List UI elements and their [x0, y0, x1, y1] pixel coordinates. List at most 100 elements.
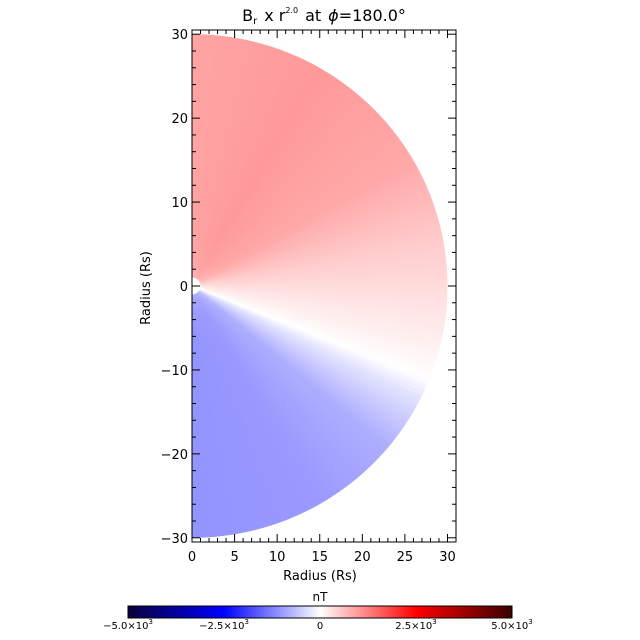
field-wedge [192, 35, 224, 287]
field-wedge [192, 147, 409, 286]
field-wedge [192, 123, 391, 286]
field-wedge [192, 71, 332, 286]
title-subscript: r [253, 16, 258, 27]
colorbar-tick-label: −5.0×103 [103, 618, 153, 632]
field-wedge [192, 286, 445, 330]
field-wedge [192, 36, 232, 287]
field-wedge [192, 286, 386, 455]
y-tick-label: 20 [171, 112, 188, 127]
y-axis: −30 −20 −10 0 10 20 30 [161, 28, 456, 547]
field-wedge [192, 286, 347, 490]
x-tick-label: 0 [188, 550, 196, 565]
field-wedge [192, 61, 312, 286]
field-wedge [192, 286, 434, 373]
field-wedge [192, 286, 321, 507]
field-wedge [192, 38, 246, 286]
field-wedge [192, 286, 448, 295]
field-wedge [192, 286, 442, 347]
field-wedge [192, 286, 329, 502]
field-wedge [192, 129, 397, 286]
field-wedge [192, 286, 419, 409]
field-wedge [192, 286, 351, 488]
y-tick-label: 10 [171, 196, 188, 211]
field-wedge [192, 286, 444, 339]
field-wedge [192, 116, 385, 287]
field-wedge [192, 286, 410, 424]
field-wedge [192, 286, 414, 416]
chart-title: Br x r2.0 at ϕ=180.0° [242, 6, 406, 27]
field-wedge [192, 35, 219, 286]
field-wedge [192, 286, 405, 431]
field-wedge [192, 34, 215, 287]
field-wedge [192, 136, 402, 286]
field-wedge [192, 286, 340, 495]
field-wedge [192, 86, 353, 286]
field-wedge [192, 286, 423, 401]
field-wedge [192, 286, 407, 427]
field-wedge [192, 286, 428, 389]
field-wedge [192, 55, 300, 287]
y-tick-label: −30 [161, 532, 188, 547]
colorbar [127, 605, 513, 619]
field-wedge [192, 286, 374, 468]
field-wedge [192, 286, 448, 304]
field-wedge [192, 74, 335, 286]
colorbar-tick-label: 2.5×103 [395, 618, 436, 632]
field-wedge [192, 95, 363, 286]
field-wedge [192, 286, 395, 445]
field-wedge [192, 34, 197, 286]
field-wedge [192, 89, 357, 286]
title-mid: x r [264, 6, 286, 25]
y-axis-label: Radius (Rs) [139, 251, 154, 325]
field-wedge [192, 151, 411, 286]
field-wedge [192, 57, 304, 286]
field-wedge [192, 286, 438, 360]
field-wedge [192, 50, 288, 287]
field-wedge [192, 286, 364, 477]
x-tick-label: 15 [311, 550, 328, 565]
field-wedge [192, 158, 416, 286]
field-wedge [192, 41, 259, 286]
field-wedge [192, 76, 339, 286]
field-wedge [192, 81, 346, 286]
field-wedge [192, 286, 325, 505]
field-wedge [192, 286, 443, 343]
field-wedge [192, 42, 263, 286]
x-tick-label: 20 [354, 550, 371, 565]
field-wedge [192, 286, 389, 452]
title-phi-symbol: ϕ [328, 6, 339, 25]
field-wedge [192, 286, 344, 493]
field-wedge [192, 286, 380, 461]
field-wedge [192, 286, 440, 356]
field-wedge [192, 286, 412, 420]
field-wedge [192, 92, 360, 287]
field-wedge [192, 286, 447, 313]
field-wedge [192, 155, 414, 286]
field-wedge [192, 286, 446, 326]
field-wedge [192, 44, 271, 286]
field-wedge [192, 286, 444, 335]
x-tick-label: 30 [439, 550, 456, 565]
title-quantity: B [242, 6, 253, 25]
field-wedge [192, 286, 354, 485]
field-wedge [192, 78, 343, 286]
field-wedge [192, 84, 350, 287]
title-exponent: 2.0 [285, 6, 298, 15]
field-wedge [192, 35, 228, 286]
field-wedge [192, 46, 276, 286]
field-wedge [192, 286, 368, 474]
field-wedge [192, 286, 447, 317]
field-wedge [192, 162, 418, 286]
field-wedge [192, 34, 210, 286]
x-tick-label: 10 [269, 550, 286, 565]
field-wedge [192, 65, 320, 287]
field-wedge [192, 286, 426, 393]
field-wedge [192, 47, 280, 286]
field-wedge [192, 133, 399, 286]
field-wedge [192, 286, 400, 438]
field-wedge [192, 100, 370, 286]
y-tick-label: 0 [180, 280, 188, 295]
title-phi-value: =180.0° [339, 6, 406, 25]
field-wedge [192, 53, 296, 286]
y-tick-label: 30 [171, 28, 188, 43]
